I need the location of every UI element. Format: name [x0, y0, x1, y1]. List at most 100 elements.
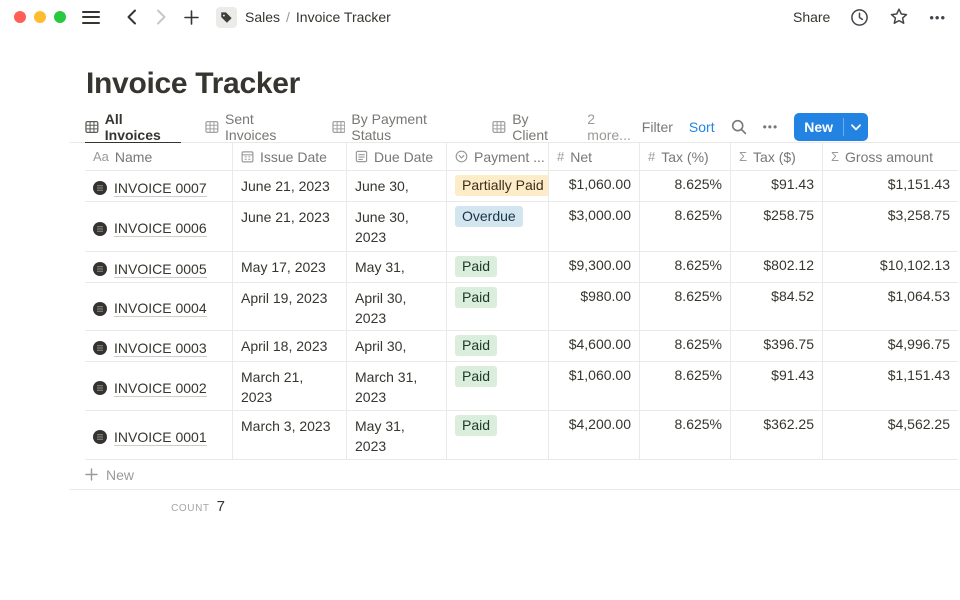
tax-pct-cell[interactable]: 8.625% [640, 283, 731, 330]
column-header-due-date[interactable]: Due Date [347, 143, 447, 170]
invoice-name-cell[interactable]: INVOICE 0004 [85, 283, 233, 330]
due-date-cell[interactable]: March 31, 2023 [347, 362, 447, 410]
tab-by-payment-status[interactable]: By Payment Status [331, 111, 469, 143]
gross-amount-cell[interactable]: $1,151.43 [887, 367, 950, 383]
gross-amount-cell[interactable]: $4,996.75 [887, 336, 950, 352]
net-cell[interactable]: $4,600.00 [549, 331, 640, 361]
table-row: INVOICE 0005 May 17, 2023 May 31, 2023 P… [85, 252, 958, 283]
number-property-icon: # [648, 149, 656, 164]
filter-button[interactable]: Filter [641, 119, 673, 135]
tax-usd-cell[interactable]: $396.75 [731, 331, 823, 361]
column-calculation[interactable]: COUNT 7 [85, 490, 233, 515]
payment-status-cell[interactable]: Paid [447, 283, 549, 330]
table-row: INVOICE 0006 June 21, 2023 June 30, 2023… [85, 202, 958, 252]
net-cell[interactable]: $3,000.00 [549, 202, 640, 251]
net-cell[interactable]: $4,200.00 [549, 411, 640, 459]
more-options-icon[interactable]: ••• [929, 9, 946, 25]
issue-date-cell[interactable]: April 19, 2023 [233, 283, 347, 330]
share-button[interactable]: Share [792, 9, 831, 25]
issue-date-cell[interactable]: March 3, 2023 [233, 411, 347, 459]
add-row-button[interactable]: New [85, 460, 960, 489]
due-date-cell[interactable]: June 30, 2023 [347, 171, 447, 201]
sort-button[interactable]: Sort [688, 119, 715, 135]
payment-status-cell[interactable]: Overdue [447, 202, 549, 251]
plus-icon [183, 9, 199, 25]
column-header-name[interactable]: Aa Name [85, 143, 233, 170]
tax-usd-cell[interactable]: $802.12 [731, 252, 823, 282]
tax-pct-cell[interactable]: 8.625% [640, 252, 731, 282]
payment-status-cell[interactable]: Paid [447, 362, 549, 410]
invoice-name-cell[interactable]: INVOICE 0005 [85, 252, 233, 282]
gross-amount-cell[interactable]: $4,562.25 [887, 416, 950, 432]
issue-date-cell[interactable]: June 21, 2023 [233, 171, 347, 201]
invoice-name-cell[interactable]: INVOICE 0006 [85, 202, 233, 251]
issue-date-cell[interactable]: April 18, 2023 [233, 331, 347, 361]
breadcrumb-page[interactable]: Invoice Tracker [295, 9, 391, 25]
tab-sent-invoices[interactable]: Sent Invoices [205, 111, 307, 143]
close-window-button[interactable] [14, 11, 26, 23]
tab-all-invoices[interactable]: All Invoices [85, 111, 182, 143]
column-header-tax-pct[interactable]: # Tax (%) [640, 143, 731, 170]
new-button[interactable]: New [794, 113, 868, 141]
gross-amount-cell[interactable]: $3,258.75 [887, 207, 950, 223]
gross-amount-cell[interactable]: $1,151.43 [887, 176, 950, 192]
more-views-button[interactable]: 2 more... [587, 111, 631, 143]
invoice-name-cell[interactable]: INVOICE 0003 [85, 331, 233, 361]
net-cell[interactable]: $1,060.00 [549, 362, 640, 410]
new-button-label[interactable]: New [804, 119, 833, 135]
formula-property-icon: Σ [831, 149, 840, 164]
invoice-name-cell[interactable]: INVOICE 0001 [85, 411, 233, 459]
column-header-gross-amount[interactable]: Σ Gross amount [831, 148, 933, 165]
due-date-cell[interactable]: April 30, 2023 [347, 283, 447, 330]
tax-pct-cell[interactable]: 8.625% [640, 331, 731, 361]
invoice-page-icon [93, 381, 107, 395]
status-badge: Paid [455, 287, 498, 308]
due-date-cell[interactable]: May 31, 2023 [347, 411, 447, 459]
tab-by-client[interactable]: By Client [492, 111, 567, 143]
status-badge: Paid [455, 366, 498, 387]
tax-pct-cell[interactable]: 8.625% [640, 411, 731, 459]
column-header-issue-date[interactable]: Issue Date [233, 143, 347, 170]
issue-date-cell[interactable]: March 21, 2023 [233, 362, 347, 410]
tax-usd-cell[interactable]: $362.25 [731, 411, 823, 459]
tax-pct-cell[interactable]: 8.625% [640, 362, 731, 410]
breadcrumb-section[interactable]: Sales [245, 9, 281, 25]
net-cell[interactable]: $980.00 [549, 283, 640, 330]
column-header-payment-status[interactable]: Payment ... [447, 143, 549, 170]
new-page-button[interactable] [180, 6, 202, 28]
gross-amount-cell[interactable]: $1,064.53 [887, 288, 950, 304]
due-date-cell[interactable]: May 31, 2023 [347, 252, 447, 282]
tax-usd-cell[interactable]: $91.43 [731, 362, 823, 410]
payment-status-cell[interactable]: Paid [447, 331, 549, 361]
net-cell[interactable]: $1,060.00 [549, 171, 640, 201]
payment-status-cell[interactable]: Paid [447, 411, 549, 459]
date-icon [355, 150, 368, 163]
column-header-net[interactable]: # Net [549, 143, 640, 170]
sidebar-menu-icon[interactable] [82, 10, 100, 24]
new-button-chevron-down-icon[interactable] [844, 113, 868, 141]
back-button[interactable] [120, 6, 142, 28]
search-icon[interactable] [731, 119, 747, 135]
zoom-window-button[interactable] [54, 11, 66, 23]
issue-date-cell[interactable]: May 17, 2023 [233, 252, 347, 282]
tax-usd-cell[interactable]: $84.52 [731, 283, 823, 330]
invoice-name-cell[interactable]: INVOICE 0007 [85, 171, 233, 201]
payment-status-cell[interactable]: Paid [447, 252, 549, 282]
forward-button[interactable] [150, 6, 172, 28]
tax-usd-cell[interactable]: $91.43 [731, 171, 823, 201]
clock-icon[interactable] [850, 8, 869, 27]
net-cell[interactable]: $9,300.00 [549, 252, 640, 282]
tax-usd-cell[interactable]: $258.75 [731, 202, 823, 251]
invoice-name-cell[interactable]: INVOICE 0002 [85, 362, 233, 410]
issue-date-cell[interactable]: June 21, 2023 [233, 202, 347, 251]
column-header-tax-usd[interactable]: Σ Tax ($) [731, 143, 823, 170]
tax-pct-cell[interactable]: 8.625% [640, 171, 731, 201]
gross-amount-cell[interactable]: $10,102.13 [879, 257, 950, 273]
due-date-cell[interactable]: April 30, 2023 [347, 331, 447, 361]
tax-pct-cell[interactable]: 8.625% [640, 202, 731, 251]
minimize-window-button[interactable] [34, 11, 46, 23]
payment-status-cell[interactable]: Partially Paid [447, 171, 549, 201]
due-date-cell[interactable]: June 30, 2023 [347, 202, 447, 251]
view-options-icon[interactable]: ••• [762, 120, 779, 134]
star-icon[interactable] [889, 7, 909, 27]
